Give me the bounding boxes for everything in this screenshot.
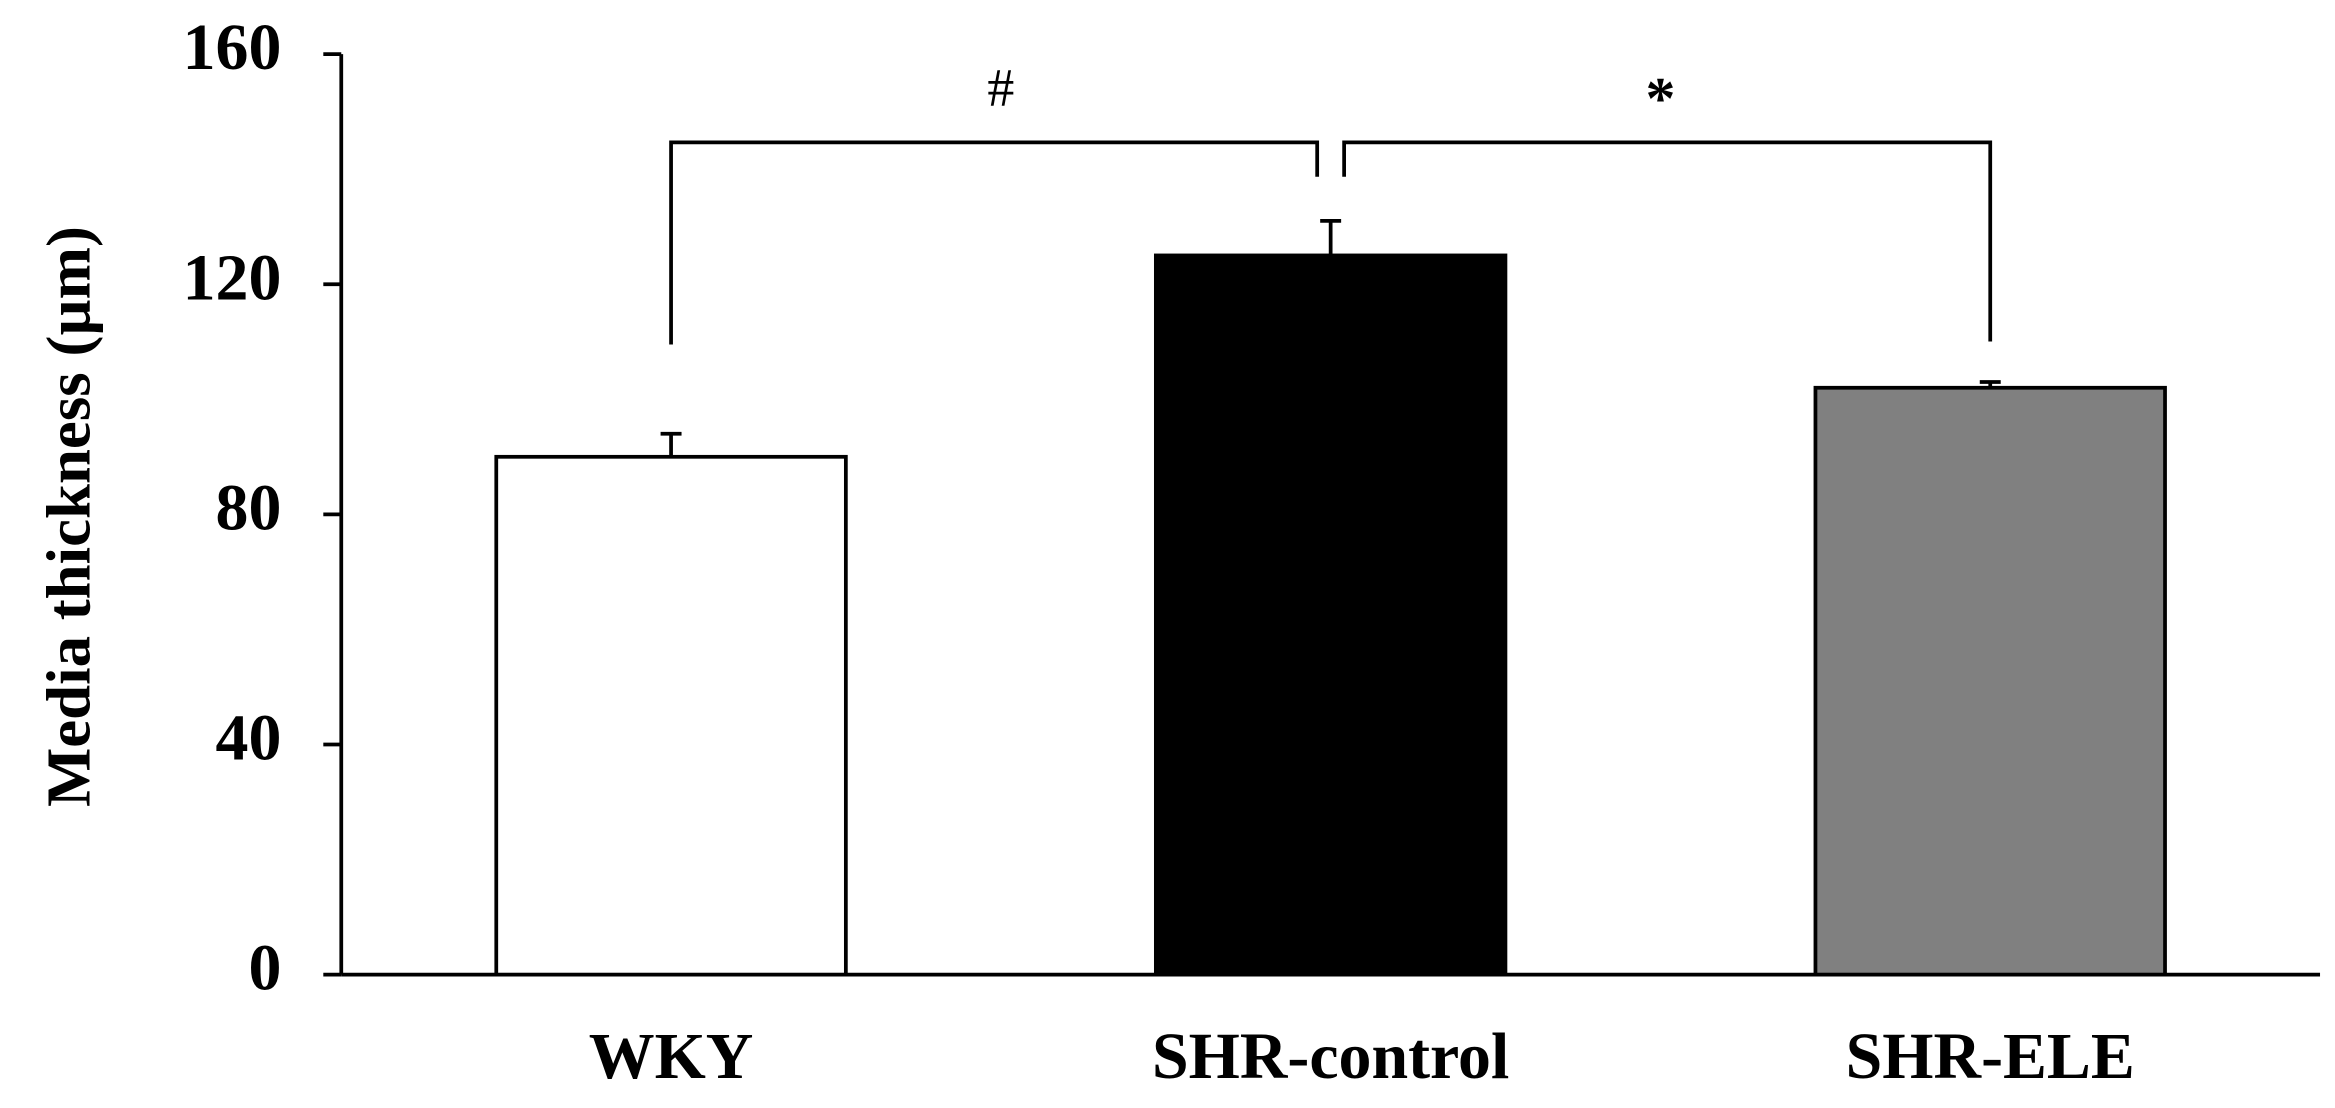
y-tick-label: 40 bbox=[216, 702, 282, 775]
y-tick-label: 0 bbox=[248, 932, 281, 1005]
y-tick-label: 80 bbox=[216, 471, 282, 544]
y-axis-label: Media thickness (µm) bbox=[33, 226, 103, 807]
bar bbox=[494, 454, 848, 977]
bar bbox=[1813, 385, 2167, 977]
y-tick-label: 120 bbox=[183, 241, 282, 314]
x-tick-label: WKY bbox=[589, 1020, 754, 1093]
bar bbox=[1153, 253, 1508, 977]
significance-mark: * bbox=[1645, 66, 1675, 132]
x-tick-label: SHR-ELE bbox=[1846, 1020, 2135, 1093]
significance-bracket bbox=[669, 140, 1320, 345]
x-tick-label: SHR-control bbox=[1152, 1020, 1509, 1093]
significance-mark: # bbox=[987, 57, 1014, 117]
y-tick-label: 160 bbox=[183, 11, 282, 84]
significance-bracket bbox=[1342, 140, 1993, 342]
